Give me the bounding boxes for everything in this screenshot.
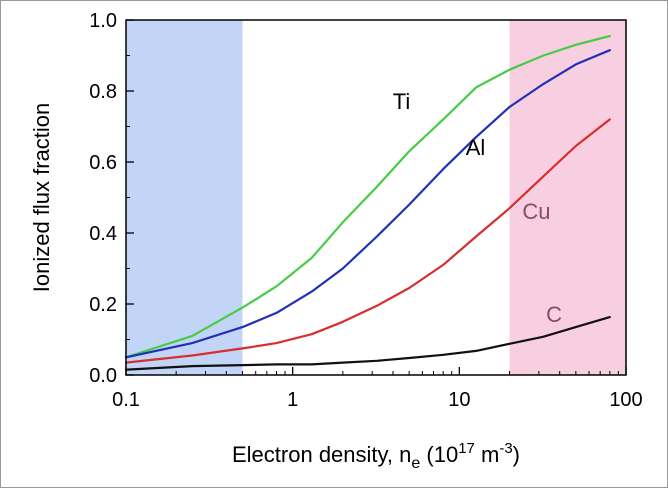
x-axis-title: Electron density, ne (1017 m-3) bbox=[232, 440, 520, 472]
y-axis-title: Ionized flux fraction bbox=[29, 103, 54, 293]
shaded-region-0 bbox=[126, 20, 243, 375]
x-axis-title-subscript: e bbox=[411, 455, 420, 472]
y-tick-label: 0.4 bbox=[89, 223, 117, 245]
x-tick-label: 10 bbox=[448, 389, 470, 411]
series-annotations: Ti Al Cu C bbox=[393, 89, 562, 327]
series-line-c bbox=[124, 316, 611, 371]
x-axis-title-suffix: ) bbox=[513, 442, 520, 467]
x-axis-title-superscript2: -3 bbox=[499, 440, 512, 457]
series-line-ti bbox=[124, 34, 611, 359]
series-label-cu: Cu bbox=[522, 199, 550, 224]
series-lines bbox=[124, 34, 611, 371]
x-axis-title-prefix: Electron density, n bbox=[232, 442, 411, 467]
y-tick-label: 0.2 bbox=[89, 294, 117, 316]
shaded-region-1 bbox=[509, 20, 626, 375]
axis-ticks: 0.1 1 10 100 0.0 0.2 0.4 0.6 0.8 1.0 bbox=[89, 10, 643, 411]
x-axis-title-mid2: m bbox=[475, 442, 499, 467]
series-line-cu bbox=[124, 118, 611, 364]
series-label-c: C bbox=[546, 302, 562, 327]
x-axis-title-mid: (10 bbox=[420, 442, 458, 467]
y-tick-label: 0.8 bbox=[89, 81, 117, 103]
series-label-ti: Ti bbox=[393, 89, 411, 114]
shaded-regions bbox=[126, 20, 626, 375]
y-tick-label: 1.0 bbox=[89, 10, 117, 32]
x-tick-label: 1 bbox=[287, 389, 298, 411]
plot-border bbox=[125, 19, 627, 376]
x-tick-label: 0.1 bbox=[112, 389, 140, 411]
series-line-al bbox=[124, 49, 611, 359]
series-label-al: Al bbox=[466, 135, 486, 160]
y-tick-label: 0.0 bbox=[89, 365, 117, 387]
x-tick-label: 100 bbox=[609, 389, 642, 411]
x-axis-title-superscript: 17 bbox=[458, 440, 475, 457]
y-tick-label: 0.6 bbox=[89, 152, 117, 174]
